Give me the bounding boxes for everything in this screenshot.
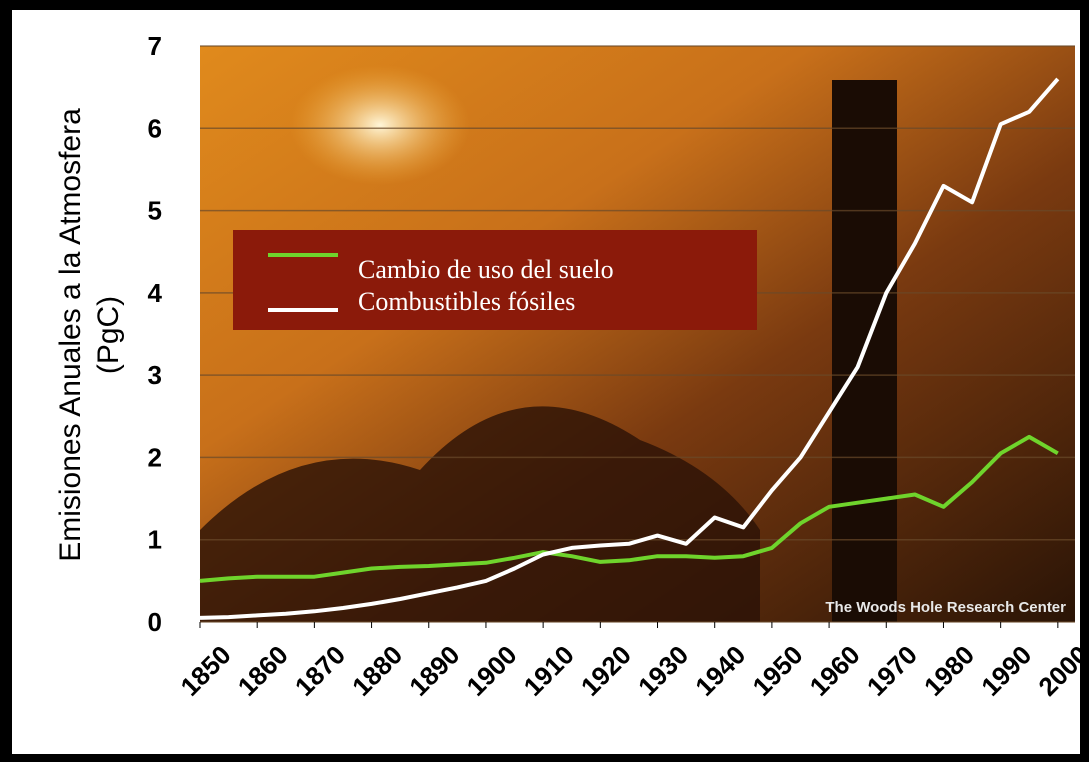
y-tick-label: 0 — [148, 607, 162, 637]
y-tick-label: 4 — [148, 278, 163, 308]
legend-label: Combustibles fósiles — [358, 287, 575, 316]
y-tick-label: 1 — [148, 525, 162, 555]
y-tick-label: 2 — [148, 442, 162, 472]
y-tick-label: 5 — [148, 196, 162, 226]
y-tick-label: 6 — [148, 113, 162, 143]
y-tick-label: 7 — [148, 31, 162, 61]
legend-label: Cambio de uso del suelo — [358, 255, 614, 284]
legend: Cambio de uso del suelo Combustibles fósi… — [233, 230, 757, 330]
annotation: The Woods Hole Research Center — [825, 599, 1066, 616]
chart: Emisiones Anuales a la Atmosfera (PgC) T… — [0, 0, 1089, 762]
plot-area — [200, 46, 1075, 622]
y-axis-title: (PgC) — [92, 296, 125, 374]
sun — [290, 65, 470, 185]
y-axis-title: Emisiones Anuales a la Atmosfera — [54, 108, 87, 562]
y-tick-label: 3 — [148, 360, 162, 390]
